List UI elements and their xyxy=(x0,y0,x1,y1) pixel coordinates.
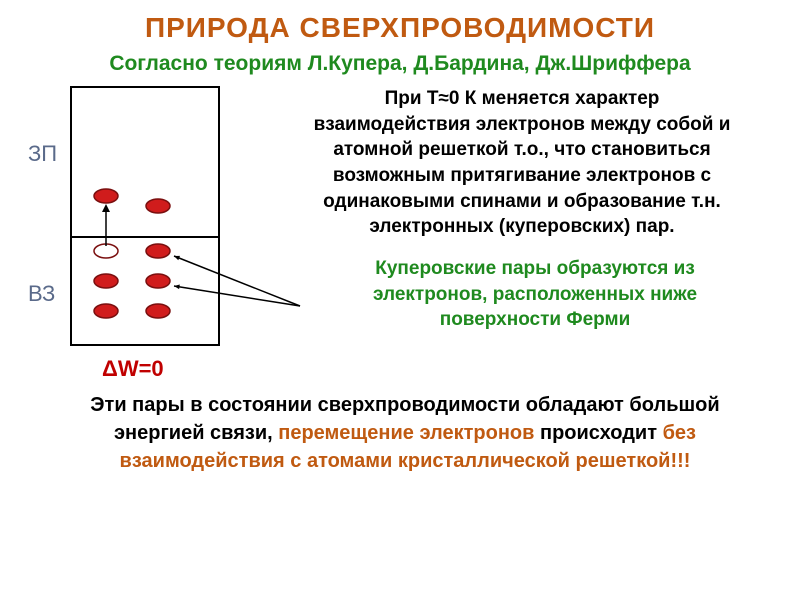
paragraph-1: При T≈0 К меняется характервзаимодействи… xyxy=(262,86,782,240)
page-title: ПРИРОДА СВЕРХПРОВОДИМОСТИ xyxy=(0,0,800,44)
delta-w-label: ΔW=0 xyxy=(102,356,164,382)
paragraph-2: Куперовские пары образуются изэлектронов… xyxy=(300,256,770,333)
subtitle: Согласно теориям Л.Купера, Д.Бардина, Дж… xyxy=(0,52,800,76)
paragraph-3: Эти пары в состоянии сверхпроводимости о… xyxy=(60,391,750,475)
